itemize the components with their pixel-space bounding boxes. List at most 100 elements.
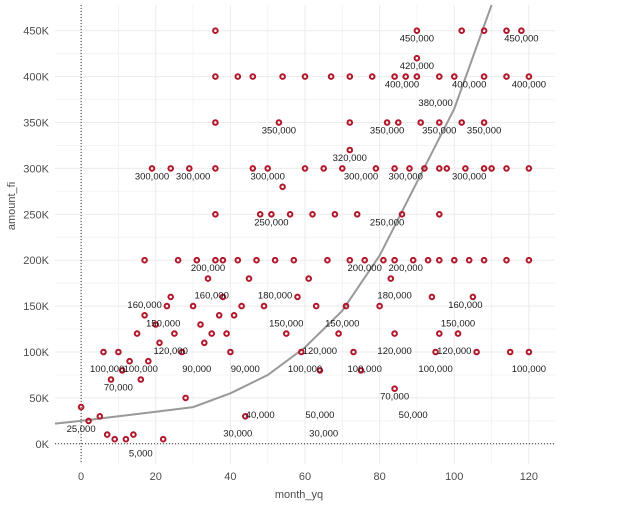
data-point [480, 165, 488, 172]
data-point [212, 73, 219, 80]
data-point [353, 211, 361, 218]
y-tick-label: 200K [23, 255, 49, 267]
data-point [245, 275, 253, 282]
data-point [279, 73, 286, 80]
data-point [406, 165, 413, 172]
data-label: 350,000 [422, 126, 456, 137]
data-label: 100,000 [124, 364, 158, 375]
data-point [398, 211, 406, 218]
data-label: 160,000 [127, 300, 161, 311]
data-point [212, 256, 219, 264]
x-tick-label: 0 [78, 471, 84, 483]
data-point [279, 183, 286, 191]
data-point [111, 435, 118, 443]
data-point [320, 165, 328, 172]
y-tick-label: 100K [23, 347, 49, 359]
data-point [391, 330, 398, 337]
data-point [312, 302, 320, 310]
data-point [298, 348, 305, 356]
data-point [141, 312, 148, 319]
data-point [215, 312, 223, 319]
data-point [260, 302, 268, 310]
data-label: 30,000 [309, 428, 338, 439]
data-label: 420,000 [400, 61, 434, 72]
data-point [219, 256, 227, 264]
data-label: 380,000 [418, 98, 452, 109]
data-point [249, 165, 257, 172]
data-point [380, 256, 387, 264]
data-point [219, 293, 227, 301]
data-label: 50,000 [305, 410, 334, 421]
data-label: 150,000 [441, 318, 475, 329]
data-point [234, 256, 242, 264]
data-label: 5,000 [129, 449, 153, 460]
y-tick-label: 350K [23, 118, 49, 130]
data-label: 150,000 [325, 318, 359, 329]
data-label: 70,000 [380, 392, 409, 403]
y-axis-title: amount_fi [6, 182, 18, 230]
data-point [208, 330, 215, 337]
data-label: 180,000 [258, 291, 292, 302]
data-point [189, 302, 197, 310]
data-label: 400,000 [385, 80, 419, 91]
y-tick-label: 0K [36, 439, 50, 451]
trend-line [54, 4, 493, 425]
data-point [391, 165, 398, 172]
data-label: 300,000 [251, 171, 285, 182]
data-point [480, 27, 488, 35]
x-tick-label: 80 [374, 471, 386, 483]
data-label: 300,000 [135, 171, 169, 182]
data-label: 250,000 [370, 217, 404, 228]
data-point [451, 256, 458, 264]
data-point [163, 302, 171, 310]
data-label: 350,000 [370, 126, 404, 137]
data-label: 90,000 [231, 364, 260, 375]
data-point [413, 54, 421, 62]
data-point [432, 348, 439, 356]
data-point [525, 165, 533, 172]
data-point [271, 256, 279, 264]
data-point [488, 165, 495, 172]
data-point [357, 367, 365, 374]
data-label: 200,000 [348, 263, 382, 274]
data-point [156, 339, 163, 347]
y-tick-label: 300K [23, 163, 49, 175]
data-point [391, 73, 398, 80]
data-point [103, 431, 111, 438]
data-label: 120,000 [437, 346, 471, 357]
data-point [368, 73, 376, 80]
data-label: 300,000 [389, 171, 423, 182]
data-point [350, 348, 357, 356]
data-point [346, 146, 354, 154]
data-point [122, 435, 130, 443]
data-point [85, 417, 92, 425]
data-point [137, 376, 145, 383]
data-label: 300,000 [176, 171, 210, 182]
data-point [178, 348, 186, 356]
data-point [346, 73, 354, 80]
data-point [458, 27, 466, 35]
data-label: 100,000 [288, 364, 322, 375]
data-point [118, 367, 126, 374]
data-point [204, 275, 212, 282]
data-point [223, 330, 230, 337]
data-point [197, 321, 204, 328]
data-point [212, 211, 219, 218]
data-point [436, 330, 443, 337]
data-label: 120,000 [377, 346, 411, 357]
data-point [182, 394, 189, 402]
data-point [480, 256, 488, 264]
data-point [193, 256, 201, 264]
data-point [107, 376, 115, 383]
data-point [275, 119, 283, 126]
data-point [391, 385, 398, 393]
data-point [309, 211, 316, 218]
data-point [361, 256, 369, 264]
data-point [413, 73, 421, 80]
data-point [283, 330, 290, 337]
data-label: 150,000 [269, 318, 303, 329]
data-point [417, 119, 425, 126]
data-label: 400,000 [452, 80, 486, 91]
data-point [372, 165, 380, 172]
